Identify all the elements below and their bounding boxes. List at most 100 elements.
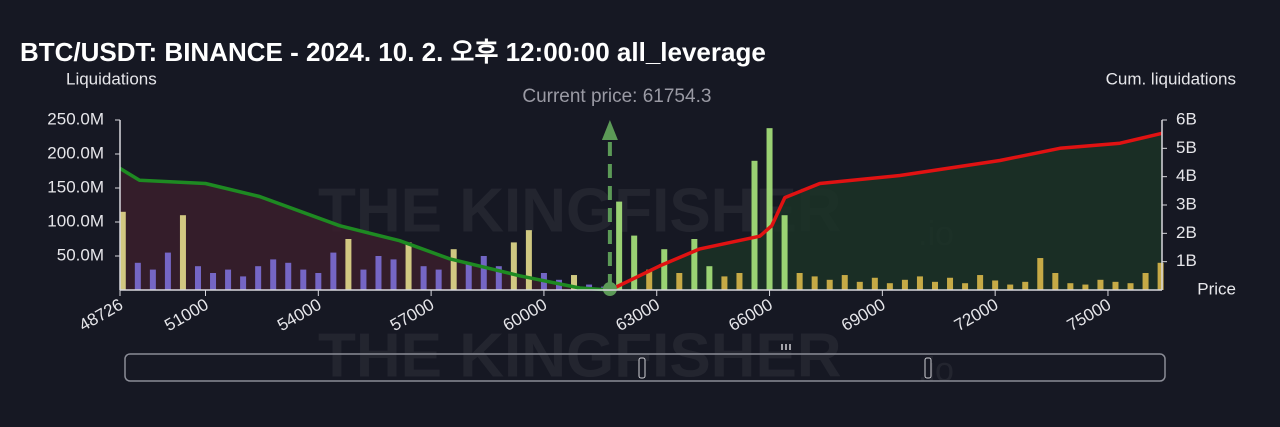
bar	[375, 256, 382, 290]
y2-tick-label: 5B	[1176, 138, 1197, 157]
bar	[871, 277, 878, 290]
cum-area	[120, 168, 610, 290]
y2-tick-label: 4B	[1176, 166, 1197, 185]
bar	[194, 266, 201, 290]
chart-title: BTC/USDT: BINANCE - 2024. 10. 2. 오후 12:0…	[20, 37, 766, 67]
bar	[766, 128, 773, 290]
y2-tick-label: 1B	[1176, 251, 1197, 270]
watermark-suffix: .io	[918, 351, 954, 389]
bar	[345, 239, 352, 290]
bar	[616, 201, 623, 290]
y2-tick-label: 3B	[1176, 194, 1197, 213]
x-tick-label: 75000	[1064, 295, 1114, 335]
bar	[495, 266, 502, 290]
bar	[992, 280, 999, 290]
y2-tick-label: 2B	[1176, 223, 1197, 242]
bar	[134, 262, 141, 290]
bar	[240, 276, 247, 290]
bar	[691, 239, 698, 290]
bar	[1157, 262, 1164, 290]
cum-line	[609, 131, 1163, 292]
bar	[646, 269, 653, 290]
y-tick-label: 100.0M	[47, 211, 104, 230]
x-tick-label: 54000	[274, 295, 324, 335]
bar	[736, 273, 743, 290]
bar	[390, 259, 397, 290]
bar	[856, 281, 863, 290]
bar	[300, 269, 307, 290]
bar	[330, 252, 337, 290]
bar	[225, 269, 232, 290]
x-tick-label: 51000	[161, 295, 211, 335]
bar	[510, 242, 517, 290]
bar	[285, 262, 292, 290]
bar	[420, 266, 427, 290]
bar	[781, 215, 788, 290]
bar	[1067, 283, 1074, 290]
bar	[360, 269, 367, 290]
bar	[465, 262, 472, 290]
slider-handle[interactable]	[638, 357, 646, 379]
y-axis-label: Liquidations	[66, 69, 157, 88]
bar	[1142, 273, 1149, 290]
bar	[796, 273, 803, 290]
x-axis-label: Price	[1197, 279, 1236, 298]
y-tick-label: 200.0M	[47, 143, 104, 162]
slider-track	[124, 353, 1166, 382]
bar	[255, 266, 262, 290]
bar	[435, 269, 442, 290]
bar	[1022, 281, 1029, 290]
bar	[525, 230, 532, 290]
bar	[841, 275, 848, 290]
bar	[1037, 258, 1044, 290]
x-tick-label: 48726	[76, 295, 126, 335]
bar	[270, 259, 277, 290]
bar	[931, 281, 938, 290]
bar	[164, 252, 171, 290]
bar	[1097, 279, 1104, 290]
bar	[901, 279, 908, 290]
cum-line	[119, 166, 610, 292]
current-price-dot	[602, 282, 617, 296]
x-tick-label: 69000	[838, 295, 888, 335]
current-price-label: Current price: 61754.3	[522, 86, 711, 107]
bar	[721, 276, 728, 290]
bar	[661, 249, 668, 290]
bar	[571, 275, 578, 290]
bar	[962, 283, 969, 290]
bar	[706, 266, 713, 290]
slider-handle[interactable]	[924, 357, 932, 379]
y-tick-label: 50.0M	[57, 245, 104, 264]
range-slider[interactable]	[124, 344, 1166, 382]
bar	[631, 235, 638, 290]
slider-grip[interactable]	[781, 344, 791, 350]
bar	[405, 242, 412, 290]
bar	[826, 279, 833, 290]
bar	[1052, 273, 1059, 290]
bar	[119, 211, 126, 290]
bar	[977, 275, 984, 290]
bar	[480, 256, 487, 290]
bar	[886, 283, 893, 290]
bar	[751, 160, 758, 290]
cum-area	[610, 133, 1162, 290]
bar	[916, 276, 923, 290]
bar	[450, 249, 457, 290]
bar	[676, 273, 683, 290]
bar	[1082, 284, 1089, 290]
bar	[811, 276, 818, 290]
bar	[179, 215, 186, 290]
watermark: THE KINGFISHER	[318, 321, 842, 390]
bar	[947, 277, 954, 290]
bar	[1007, 284, 1014, 290]
y-tick-label: 250.0M	[47, 109, 104, 128]
current-price-arrow	[601, 120, 618, 140]
cum-lines	[119, 131, 1163, 292]
y2-axis-label: Cum. liquidations	[1106, 69, 1236, 88]
bar	[149, 269, 156, 290]
plot-area	[120, 133, 1162, 290]
bar	[1127, 283, 1134, 290]
bar	[210, 273, 217, 290]
